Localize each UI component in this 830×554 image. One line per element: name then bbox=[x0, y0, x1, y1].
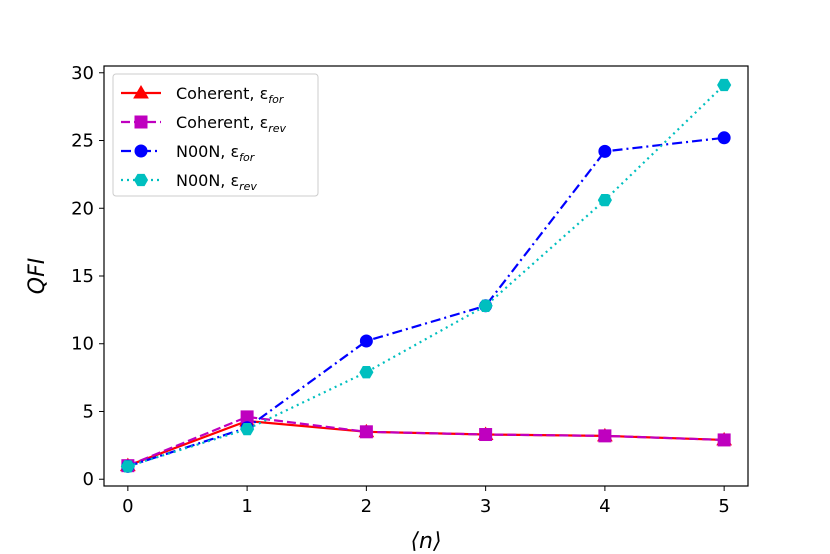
y-axis-ticks: 0 5 10 15 20 25 30 bbox=[71, 63, 104, 490]
series-4 bbox=[120, 78, 732, 473]
data-point bbox=[240, 410, 254, 424]
data-point bbox=[359, 366, 374, 379]
x-axis-ticks: 0 1 2 3 4 5 bbox=[122, 486, 730, 517]
legend-marker bbox=[133, 173, 149, 187]
data-point bbox=[598, 144, 612, 158]
legend-item: N00N, εfor bbox=[121, 142, 256, 164]
data-point bbox=[359, 334, 373, 348]
data-point bbox=[240, 422, 255, 436]
plot-frame bbox=[103, 65, 749, 487]
data-point bbox=[717, 131, 731, 145]
x-tick-label: 3 bbox=[480, 496, 491, 517]
legend-label: Coherent, εfor bbox=[176, 84, 285, 106]
series-line bbox=[127, 415, 725, 467]
y-tick-label: 10 bbox=[71, 334, 94, 355]
x-tick-label: 2 bbox=[361, 496, 372, 517]
legend-marker bbox=[134, 115, 148, 129]
series-line bbox=[127, 136, 725, 468]
data-point bbox=[478, 299, 493, 312]
legend: Coherent, εfor Coherent, εrev N00N, εfor N0… bbox=[112, 73, 319, 197]
legend-item: Coherent, εrev bbox=[121, 113, 287, 135]
x-tick-label: 1 bbox=[241, 496, 252, 517]
data-point bbox=[597, 194, 612, 207]
y-tick-label: 30 bbox=[71, 63, 94, 84]
y-tick-label: 5 bbox=[83, 401, 94, 422]
legend-item: Coherent, εfor bbox=[121, 84, 285, 106]
legend-item: N00N, εrev bbox=[121, 171, 257, 193]
data-point bbox=[479, 428, 493, 442]
y-tick-label: 0 bbox=[83, 469, 94, 490]
x-axis-label: ⟨n⟩ bbox=[410, 529, 441, 554]
y-tick-label: 25 bbox=[71, 131, 94, 152]
legend-label: Coherent, εrev bbox=[176, 113, 287, 135]
x-tick-label: 4 bbox=[599, 496, 610, 517]
series-line bbox=[127, 84, 725, 468]
series-layer bbox=[119, 78, 733, 473]
legend-marker bbox=[134, 144, 148, 158]
data-point bbox=[359, 425, 373, 439]
data-point bbox=[717, 78, 732, 92]
data-point bbox=[717, 433, 731, 447]
y-axis-label: QFI bbox=[25, 258, 50, 294]
legend-label: N00N, εfor bbox=[176, 142, 256, 164]
x-tick-label: 0 bbox=[122, 496, 133, 517]
y-tick-label: 15 bbox=[71, 266, 94, 287]
legend-marker bbox=[133, 85, 149, 99]
x-tick-label: 5 bbox=[718, 496, 729, 517]
legend-box bbox=[112, 73, 319, 197]
data-point bbox=[120, 460, 135, 473]
data-point bbox=[598, 429, 612, 443]
y-tick-label: 20 bbox=[71, 198, 94, 219]
legend-label: N00N, εrev bbox=[176, 171, 257, 193]
